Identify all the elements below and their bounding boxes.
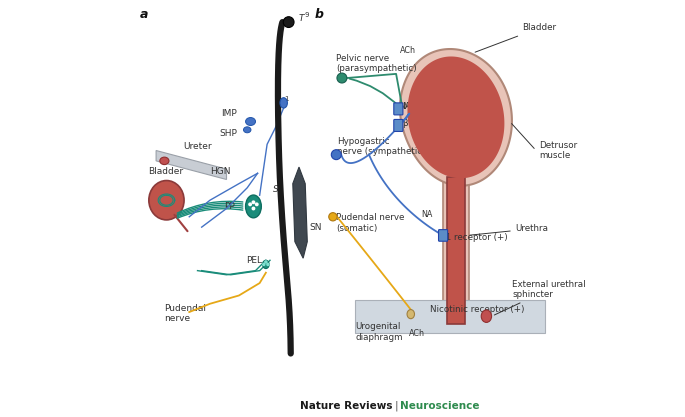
Text: 1: 1 [284, 96, 289, 102]
Text: Detrusor
muscle: Detrusor muscle [539, 141, 577, 160]
Text: L: L [279, 99, 284, 108]
Text: NA: NA [421, 210, 432, 219]
Text: Neuroscience: Neuroscience [399, 401, 479, 411]
Ellipse shape [245, 195, 261, 218]
Text: Bladder: Bladder [475, 23, 557, 52]
Text: NA: NA [399, 102, 411, 111]
Polygon shape [356, 300, 545, 333]
Text: ACh: ACh [409, 329, 425, 338]
Polygon shape [447, 177, 465, 324]
Ellipse shape [407, 309, 414, 319]
Text: b: b [315, 8, 324, 20]
Text: Nature Reviews: Nature Reviews [300, 401, 393, 411]
Text: Pelvic nerve
(parasympathetic): Pelvic nerve (parasympathetic) [336, 54, 417, 73]
Text: T: T [299, 14, 305, 23]
Polygon shape [400, 49, 512, 186]
Text: Nicotinic receptor (+): Nicotinic receptor (+) [430, 305, 525, 314]
Circle shape [263, 264, 265, 266]
Text: ACh: ACh [399, 46, 416, 55]
Circle shape [265, 261, 267, 263]
Text: M3 receptor (+): M3 receptor (+) [403, 102, 473, 111]
Circle shape [267, 264, 269, 266]
Text: a: a [140, 8, 148, 20]
Text: IMP: IMP [221, 109, 237, 118]
Text: S: S [273, 186, 278, 194]
Text: Pudendal nerve
(somatic): Pudendal nerve (somatic) [336, 214, 405, 233]
Ellipse shape [245, 118, 256, 126]
Polygon shape [156, 151, 227, 179]
Ellipse shape [482, 310, 492, 322]
Circle shape [252, 201, 255, 203]
Ellipse shape [243, 127, 251, 133]
Text: β3 receptor (–): β3 receptor (–) [403, 119, 468, 128]
Text: Ureter: Ureter [183, 142, 212, 151]
Polygon shape [443, 177, 469, 333]
FancyBboxPatch shape [394, 103, 403, 115]
Text: α1 receptor (+): α1 receptor (+) [440, 233, 508, 242]
Text: Pudendal
nerve: Pudendal nerve [164, 304, 206, 323]
Circle shape [329, 213, 337, 221]
Text: SN: SN [310, 223, 322, 231]
FancyBboxPatch shape [438, 230, 447, 241]
Ellipse shape [262, 260, 269, 269]
Text: PEL: PEL [246, 256, 262, 265]
Circle shape [284, 17, 294, 28]
Text: HGN: HGN [210, 167, 231, 176]
Text: Urethra: Urethra [470, 224, 549, 235]
Circle shape [256, 203, 258, 206]
Polygon shape [292, 167, 308, 258]
Polygon shape [408, 56, 504, 178]
Circle shape [332, 150, 341, 160]
Text: External urethral
sphincter: External urethral sphincter [495, 279, 586, 315]
FancyBboxPatch shape [394, 119, 403, 131]
Ellipse shape [160, 157, 169, 165]
Text: |: | [395, 400, 398, 411]
Circle shape [337, 73, 347, 83]
Text: 9: 9 [304, 12, 309, 18]
Text: Urogenital
diaphragm: Urogenital diaphragm [356, 322, 403, 342]
Ellipse shape [149, 181, 184, 220]
Text: Hypogastric
nerve (sympathetic): Hypogastric nerve (sympathetic) [338, 137, 426, 156]
Text: Bladder: Bladder [148, 167, 183, 176]
Ellipse shape [280, 98, 288, 108]
Circle shape [252, 207, 255, 210]
Text: PP: PP [224, 202, 235, 211]
Text: SHP: SHP [219, 129, 237, 138]
Circle shape [249, 203, 251, 206]
